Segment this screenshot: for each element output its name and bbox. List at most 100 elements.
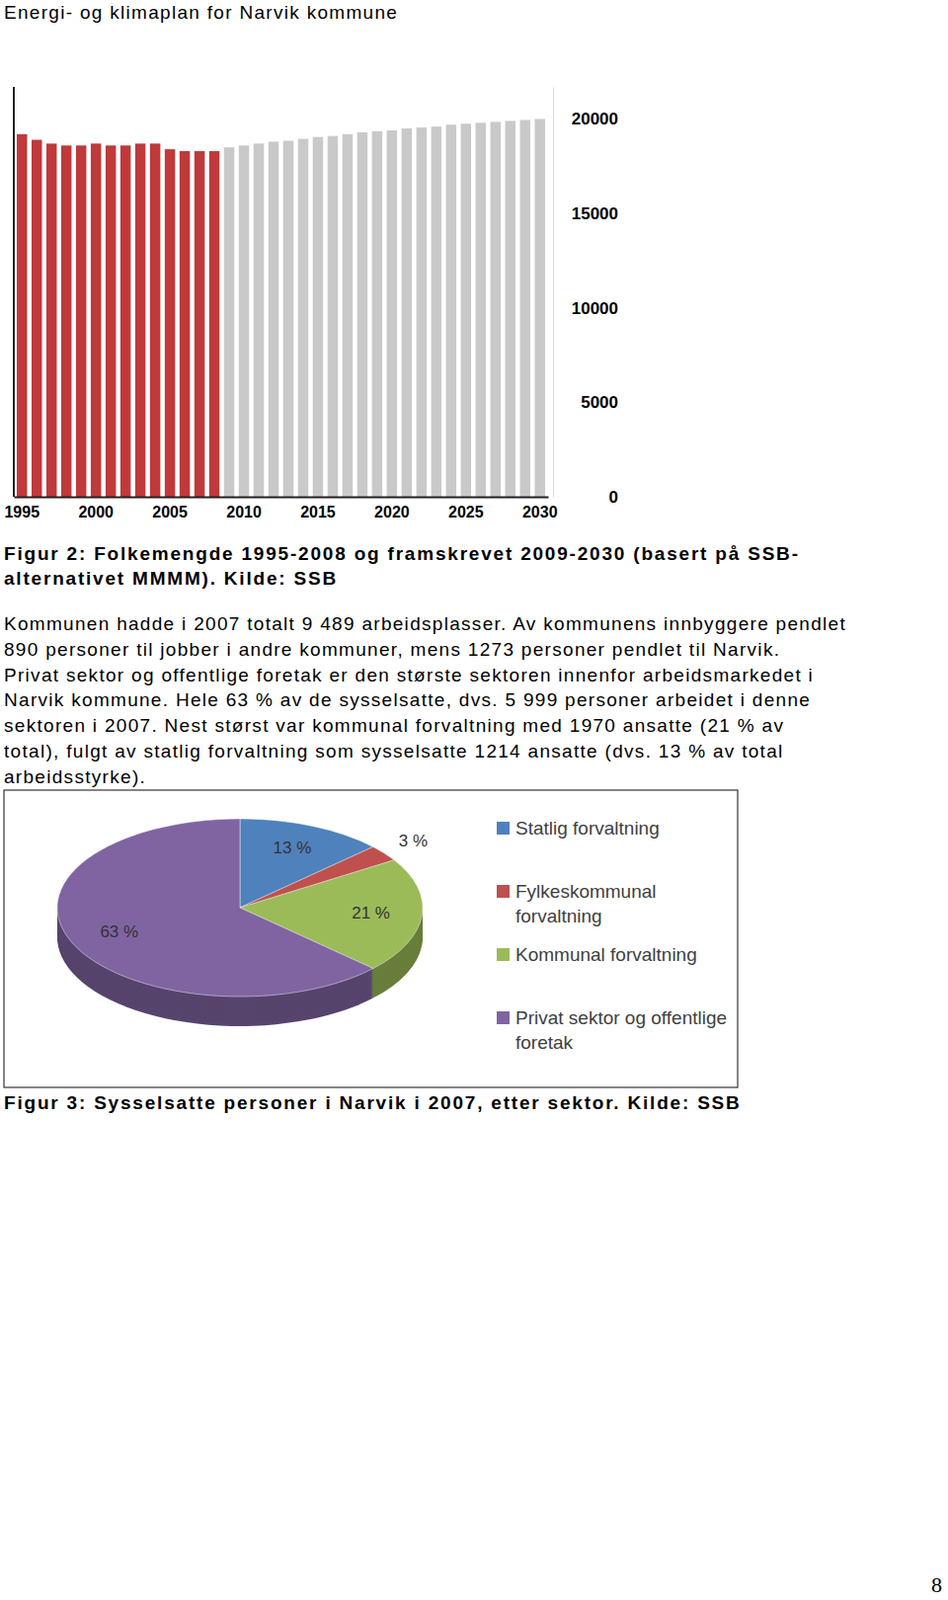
legend-swatch xyxy=(496,884,510,898)
bar xyxy=(46,143,57,497)
legend-label: Statlig forvaltning xyxy=(515,817,660,839)
figure-caption: Figur 2: Folkemengde 1995-2008 og framsk… xyxy=(3,543,800,565)
bar xyxy=(490,121,501,497)
paragraph-line: Privat sektor og offentlige foretak er d… xyxy=(3,664,814,687)
x-tick: 2005 xyxy=(152,503,188,521)
bar xyxy=(431,126,442,497)
bar xyxy=(342,134,353,497)
bar-chart: 1995 2000 2005 2010 2015 2020 2025 2030 0 5000 100… xyxy=(0,79,652,544)
bar xyxy=(268,141,279,497)
bar xyxy=(209,151,220,497)
legend-item: Fylkeskommunalforvaltning xyxy=(496,880,657,927)
x-tick: 2030 xyxy=(522,503,558,521)
legend: Statlig forvaltning Fylkeskommunalforvalt… xyxy=(496,817,727,1053)
x-tick: 2015 xyxy=(300,503,336,521)
x-tick-label: 1995 xyxy=(3,503,40,521)
x-tick-label: 2030 xyxy=(522,503,558,521)
figure-caption: alternativet MMMM). Kilde: SSB xyxy=(3,567,338,590)
paragraph-line: sektoren i 2007. Nest størst var kommuna… xyxy=(3,714,785,737)
y-axis-line xyxy=(553,87,554,498)
figure-caption: Figur 3: Sysselsatte personer i Narvik i… xyxy=(3,1092,742,1114)
bar xyxy=(90,143,101,497)
bar xyxy=(16,134,27,497)
legend-swatch xyxy=(496,821,510,835)
x-tick-label: 2005 xyxy=(152,503,188,521)
x-axis: 1995 2000 2005 2010 2015 2020 2025 2030 xyxy=(3,497,557,522)
y-axis: 0 5000 10000 15000 20000 xyxy=(553,87,619,507)
y-tick: 5000 xyxy=(553,393,619,412)
data-label: 21 % xyxy=(351,903,391,923)
bar xyxy=(31,140,42,497)
x-tick-label: 2010 xyxy=(226,503,262,521)
x-tick-label: 2015 xyxy=(300,503,336,521)
paragraph-line: Kommunen hadde i 2007 totalt 9 489 arbei… xyxy=(3,613,847,635)
legend-label: Fylkeskommunalforvaltning xyxy=(515,880,657,927)
x-tick: 2010 xyxy=(226,503,262,521)
bar xyxy=(120,145,131,497)
bars xyxy=(16,119,546,497)
bar xyxy=(416,127,427,497)
data-label: 13 % xyxy=(273,838,313,858)
bar xyxy=(446,124,457,497)
y-tick-label: 0 xyxy=(609,487,619,507)
page-header: Energi- og klimaplan for Narvik kommune xyxy=(3,1,398,24)
bar xyxy=(253,143,264,497)
bar xyxy=(238,145,249,497)
paragraph-line: Narvik kommune. Hele 63 % av de sysselsa… xyxy=(3,689,811,711)
bar xyxy=(105,145,116,497)
bar xyxy=(401,128,412,497)
x-tick-label: 2020 xyxy=(374,503,410,521)
page: Energi- og klimaplan for Narvik kommune F… xyxy=(0,0,948,1600)
legend-swatch xyxy=(496,948,510,961)
bar xyxy=(298,139,309,497)
bar xyxy=(357,132,368,497)
data-label: 3 % xyxy=(398,831,428,851)
bar xyxy=(475,122,486,497)
legend-label: Privat sektor og offentligeforetak xyxy=(515,1007,727,1053)
frame-line xyxy=(12,86,15,497)
legend-item: Privat sektor og offentligeforetak xyxy=(496,1007,727,1053)
bar xyxy=(179,151,190,497)
bar xyxy=(461,123,472,497)
bar xyxy=(535,119,546,497)
paragraph-line: arbeidsstyrke). xyxy=(3,766,147,789)
y-tick-label: 5000 xyxy=(580,393,619,412)
data-label: 63 % xyxy=(99,922,139,942)
x-tick: 2020 xyxy=(374,503,410,521)
y-tick-label: 20000 xyxy=(571,109,619,129)
bar xyxy=(283,141,294,497)
legend-item: Kommunal forvaltning xyxy=(496,944,698,965)
bar xyxy=(135,143,146,497)
pie-top xyxy=(57,818,423,997)
bar xyxy=(520,119,531,497)
bar xyxy=(387,130,397,497)
y-tick-label: 10000 xyxy=(571,299,619,318)
bar xyxy=(505,120,516,497)
legend-item: Statlig forvaltning xyxy=(496,817,660,839)
bar xyxy=(164,149,175,497)
page-number: 8 xyxy=(931,1572,943,1598)
y-tick: 15000 xyxy=(553,204,619,224)
bar xyxy=(313,137,323,497)
chart-frame xyxy=(3,790,738,1088)
x-tick: 1995 xyxy=(3,503,40,521)
x-tick: 2025 xyxy=(448,503,484,521)
bar xyxy=(224,147,235,497)
x-tick-label: 2025 xyxy=(448,503,484,521)
paragraph-line: total), fulgt av statlig forvaltning som… xyxy=(3,740,785,763)
bar xyxy=(327,136,338,497)
x-tick-label: 2000 xyxy=(78,503,114,521)
x-axis-line xyxy=(14,496,550,499)
legend-label: Kommunal forvaltning xyxy=(515,944,698,965)
slice xyxy=(57,818,374,997)
y-tick-label: 15000 xyxy=(571,204,619,224)
legend-swatch xyxy=(496,1011,510,1025)
x-tick: 2000 xyxy=(78,503,114,521)
bar xyxy=(372,131,383,497)
paragraph-line: 890 personer til jobber i andre kommuner… xyxy=(3,638,781,661)
y-tick: 0 xyxy=(553,487,619,507)
bar xyxy=(61,145,72,497)
bar xyxy=(76,145,86,497)
pie-chart: 13 % 3 % 21 % 63 % Statlig forvaltning Fylkes… xyxy=(0,788,743,1091)
y-tick: 20000 xyxy=(553,109,619,129)
